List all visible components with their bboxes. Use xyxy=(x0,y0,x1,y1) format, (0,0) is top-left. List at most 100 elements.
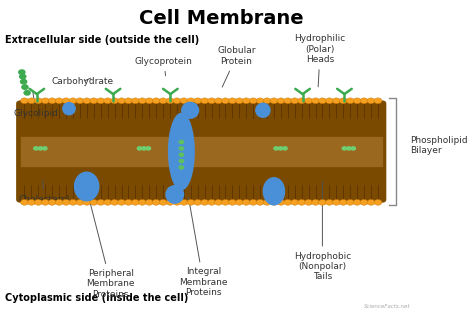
Circle shape xyxy=(311,98,319,104)
Circle shape xyxy=(270,199,278,205)
Text: Extracellular side (outside the cell): Extracellular side (outside the cell) xyxy=(5,35,200,45)
Circle shape xyxy=(104,98,111,104)
Circle shape xyxy=(277,199,285,205)
Circle shape xyxy=(34,147,38,150)
Circle shape xyxy=(351,147,356,150)
Circle shape xyxy=(35,98,42,104)
Circle shape xyxy=(118,199,126,205)
Text: ScienceFacts.net: ScienceFacts.net xyxy=(364,304,410,309)
Circle shape xyxy=(55,199,63,205)
Circle shape xyxy=(62,98,70,104)
Circle shape xyxy=(27,98,36,104)
Circle shape xyxy=(125,98,132,104)
Text: Carbohydrate: Carbohydrate xyxy=(51,78,113,86)
Circle shape xyxy=(236,98,243,104)
Circle shape xyxy=(159,98,167,104)
Circle shape xyxy=(179,147,183,150)
Circle shape xyxy=(138,98,146,104)
Circle shape xyxy=(110,98,118,104)
Circle shape xyxy=(274,147,278,150)
Circle shape xyxy=(339,199,347,205)
Circle shape xyxy=(278,147,283,150)
FancyBboxPatch shape xyxy=(16,100,386,203)
Circle shape xyxy=(19,70,25,74)
Circle shape xyxy=(263,98,271,104)
Ellipse shape xyxy=(74,172,99,201)
Bar xyxy=(20,137,382,166)
Circle shape xyxy=(179,160,183,163)
Circle shape xyxy=(374,98,382,104)
Circle shape xyxy=(179,166,183,169)
Circle shape xyxy=(131,98,139,104)
Circle shape xyxy=(62,199,70,205)
Text: Glycoprotein: Glycoprotein xyxy=(135,57,193,76)
Circle shape xyxy=(137,147,142,150)
Circle shape xyxy=(305,98,312,104)
Ellipse shape xyxy=(256,103,270,117)
Circle shape xyxy=(90,98,98,104)
Circle shape xyxy=(180,98,188,104)
Text: Hydrophilic
(Polar)
Heads: Hydrophilic (Polar) Heads xyxy=(294,34,346,87)
Circle shape xyxy=(104,199,111,205)
Circle shape xyxy=(69,98,77,104)
Circle shape xyxy=(194,199,202,205)
Circle shape xyxy=(180,199,188,205)
Circle shape xyxy=(173,98,181,104)
Circle shape xyxy=(221,199,229,205)
Circle shape xyxy=(236,199,243,205)
Circle shape xyxy=(319,98,327,104)
Text: Peripheral
Membrane
Proteins: Peripheral Membrane Proteins xyxy=(87,200,135,299)
Circle shape xyxy=(228,98,237,104)
Circle shape xyxy=(346,147,351,150)
Circle shape xyxy=(179,153,183,156)
Text: Cytoplasmic side (inside the cell): Cytoplasmic side (inside the cell) xyxy=(5,293,189,303)
Text: Hydrophobic
(Nonpolar)
Tails: Hydrophobic (Nonpolar) Tails xyxy=(294,181,351,281)
Circle shape xyxy=(360,199,368,205)
Ellipse shape xyxy=(166,186,183,203)
Ellipse shape xyxy=(63,103,75,115)
Circle shape xyxy=(83,98,91,104)
Circle shape xyxy=(41,98,49,104)
Circle shape xyxy=(194,98,202,104)
Circle shape xyxy=(298,98,306,104)
Circle shape xyxy=(69,199,77,205)
Circle shape xyxy=(201,98,209,104)
Circle shape xyxy=(173,199,181,205)
Circle shape xyxy=(346,199,354,205)
Circle shape xyxy=(131,199,139,205)
Circle shape xyxy=(48,199,56,205)
Text: Cholesterol: Cholesterol xyxy=(18,180,70,204)
Circle shape xyxy=(166,98,174,104)
Circle shape xyxy=(284,98,292,104)
Circle shape xyxy=(83,199,91,205)
Circle shape xyxy=(179,140,183,144)
Circle shape xyxy=(256,98,264,104)
Circle shape xyxy=(187,199,195,205)
Circle shape xyxy=(97,98,105,104)
Circle shape xyxy=(142,147,146,150)
Circle shape xyxy=(342,147,346,150)
Circle shape xyxy=(48,98,56,104)
Circle shape xyxy=(353,199,361,205)
Circle shape xyxy=(55,98,63,104)
Circle shape xyxy=(201,199,209,205)
Circle shape xyxy=(110,199,118,205)
Circle shape xyxy=(38,147,43,150)
Circle shape xyxy=(319,199,327,205)
Circle shape xyxy=(263,199,271,205)
Circle shape xyxy=(249,98,257,104)
Circle shape xyxy=(326,199,333,205)
Circle shape xyxy=(284,199,292,205)
Circle shape xyxy=(283,147,287,150)
Circle shape xyxy=(138,199,146,205)
Circle shape xyxy=(208,98,216,104)
Circle shape xyxy=(339,98,347,104)
Circle shape xyxy=(353,98,361,104)
Circle shape xyxy=(146,147,151,150)
Circle shape xyxy=(367,199,375,205)
Circle shape xyxy=(256,199,264,205)
Circle shape xyxy=(242,98,250,104)
Circle shape xyxy=(298,199,306,205)
Circle shape xyxy=(76,98,84,104)
Circle shape xyxy=(291,98,299,104)
